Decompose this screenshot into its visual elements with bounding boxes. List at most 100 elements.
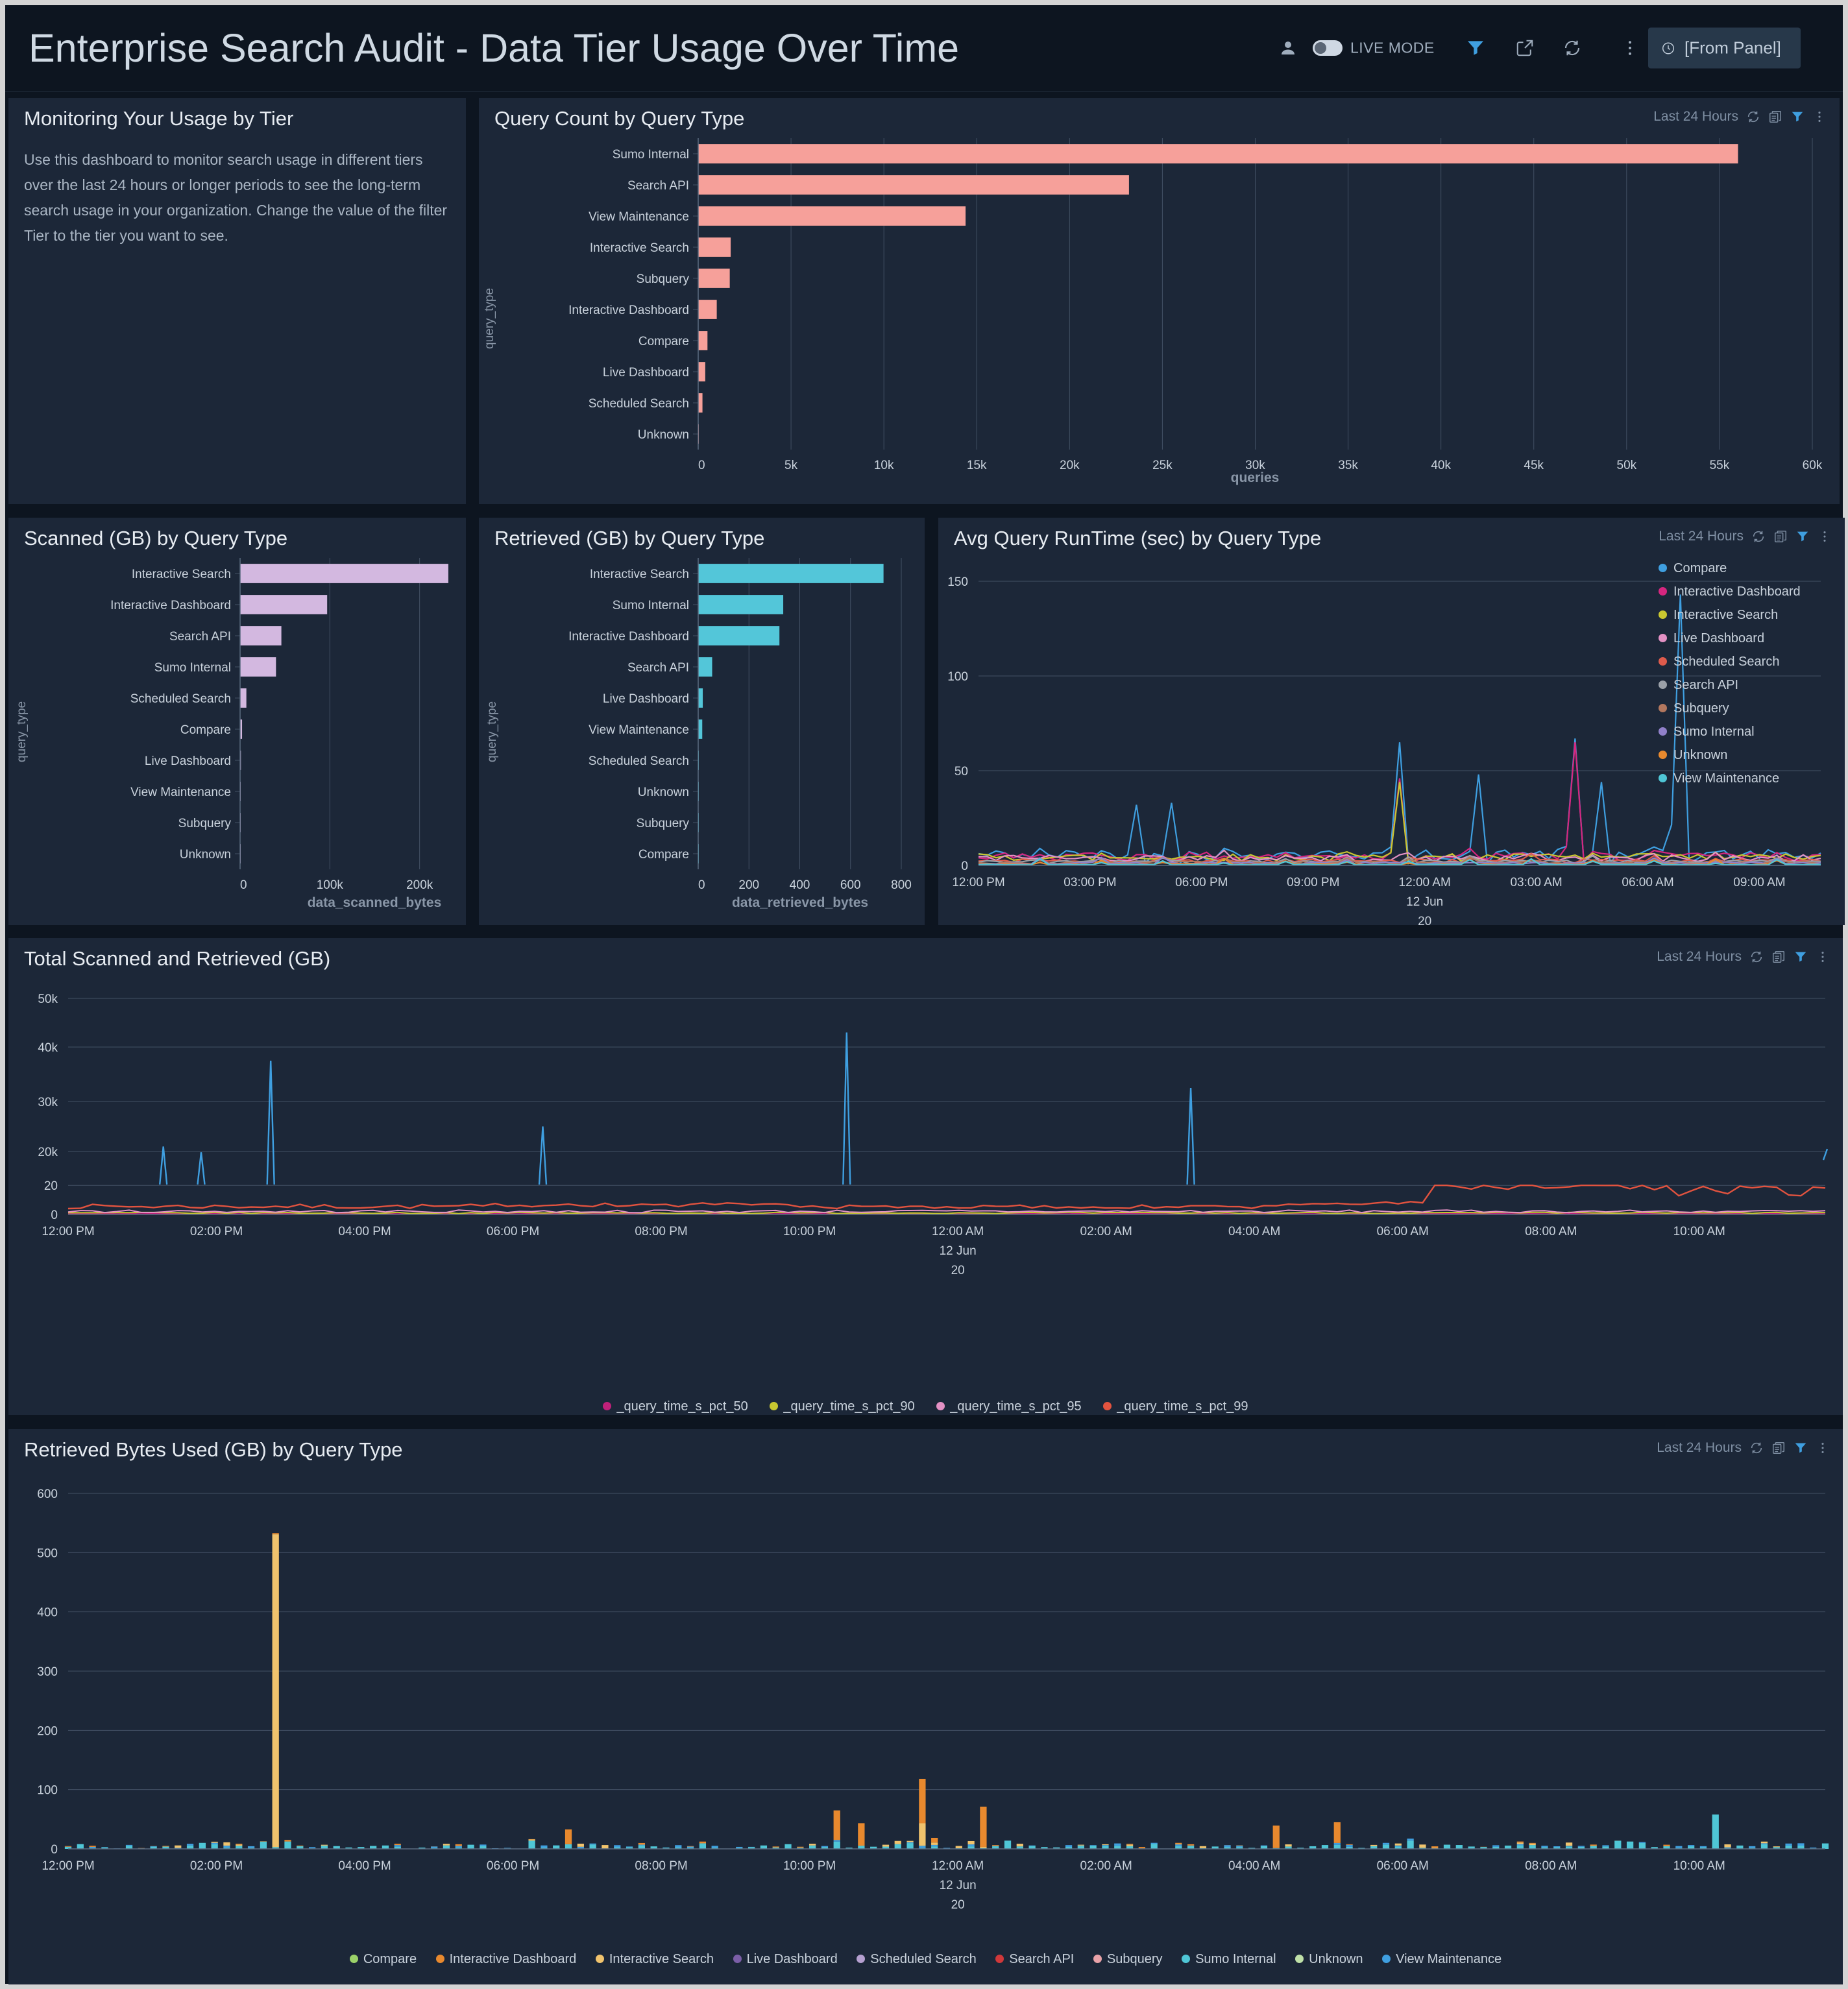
svg-text:View Maintenance: View Maintenance bbox=[130, 786, 231, 799]
svg-text:Scheduled Search: Scheduled Search bbox=[130, 692, 231, 706]
svg-text:Interactive Dashboard: Interactive Dashboard bbox=[110, 599, 231, 612]
svg-text:10k: 10k bbox=[874, 459, 894, 472]
svg-text:View Maintenance: View Maintenance bbox=[589, 723, 689, 737]
svg-text:Interactive Dashboard: Interactive Dashboard bbox=[568, 630, 689, 644]
svg-text:Unknown: Unknown bbox=[180, 848, 231, 862]
svg-text:Compare: Compare bbox=[638, 335, 689, 348]
svg-text:08:00 PM: 08:00 PM bbox=[635, 1225, 687, 1238]
svg-text:12:00 PM: 12:00 PM bbox=[952, 876, 1004, 889]
svg-text:02:00 PM: 02:00 PM bbox=[190, 1859, 243, 1873]
svg-text:Compare: Compare bbox=[180, 723, 231, 737]
svg-text:data_retrieved_bytes: data_retrieved_bytes bbox=[732, 895, 868, 910]
svg-text:06:00 PM: 06:00 PM bbox=[487, 1225, 539, 1238]
svg-text:query_type: query_type bbox=[485, 701, 499, 762]
svg-text:Unknown: Unknown bbox=[638, 786, 689, 799]
svg-text:0: 0 bbox=[240, 878, 247, 892]
svg-text:200k: 200k bbox=[406, 878, 433, 892]
svg-text:08:00 AM: 08:00 AM bbox=[1525, 1859, 1577, 1873]
svg-text:25k: 25k bbox=[1152, 459, 1173, 472]
svg-text:08:00 AM: 08:00 AM bbox=[1525, 1225, 1577, 1238]
svg-text:Interactive Search: Interactive Search bbox=[590, 568, 689, 581]
svg-text:400: 400 bbox=[37, 1606, 58, 1620]
svg-text:30k: 30k bbox=[38, 1096, 58, 1109]
svg-text:0: 0 bbox=[51, 1209, 58, 1222]
svg-text:query_type: query_type bbox=[483, 288, 496, 349]
svg-text:0: 0 bbox=[698, 459, 705, 472]
svg-text:04:00 AM: 04:00 AM bbox=[1228, 1859, 1280, 1873]
svg-text:12 Jun: 12 Jun bbox=[940, 1244, 977, 1258]
svg-text:06:00 AM: 06:00 AM bbox=[1377, 1225, 1429, 1238]
svg-text:Sumo Internal: Sumo Internal bbox=[613, 148, 689, 162]
svg-text:12 Jun: 12 Jun bbox=[1406, 895, 1443, 909]
svg-text:10:00 AM: 10:00 AM bbox=[1673, 1859, 1725, 1873]
svg-text:Search API: Search API bbox=[169, 630, 231, 644]
svg-text:20k: 20k bbox=[1060, 459, 1080, 472]
svg-text:12:00 AM: 12:00 AM bbox=[932, 1225, 984, 1238]
svg-text:Live Dashboard: Live Dashboard bbox=[603, 692, 689, 706]
svg-text:20: 20 bbox=[44, 1179, 58, 1193]
svg-text:50k: 50k bbox=[38, 993, 58, 1006]
svg-text:Scheduled Search: Scheduled Search bbox=[589, 754, 689, 768]
svg-text:queries: queries bbox=[1231, 470, 1280, 485]
svg-text:100k: 100k bbox=[317, 878, 344, 892]
svg-text:09:00 PM: 09:00 PM bbox=[1287, 876, 1339, 889]
svg-text:20: 20 bbox=[951, 1264, 965, 1277]
svg-text:200: 200 bbox=[37, 1724, 58, 1738]
svg-text:data_scanned_bytes: data_scanned_bytes bbox=[308, 895, 442, 910]
svg-text:Live Dashboard: Live Dashboard bbox=[603, 366, 689, 380]
svg-text:Subquery: Subquery bbox=[637, 817, 690, 830]
svg-text:View Maintenance: View Maintenance bbox=[589, 210, 689, 224]
svg-text:06:00 PM: 06:00 PM bbox=[487, 1859, 539, 1873]
svg-text:Interactive Dashboard: Interactive Dashboard bbox=[568, 304, 689, 317]
svg-text:Interactive Search: Interactive Search bbox=[132, 568, 231, 581]
svg-text:02:00 PM: 02:00 PM bbox=[190, 1225, 243, 1238]
svg-text:400: 400 bbox=[790, 878, 810, 892]
svg-text:35k: 35k bbox=[1338, 459, 1358, 472]
svg-text:08:00 PM: 08:00 PM bbox=[635, 1859, 687, 1873]
svg-text:0: 0 bbox=[51, 1843, 58, 1857]
svg-text:02:00 AM: 02:00 AM bbox=[1080, 1859, 1132, 1873]
svg-text:0: 0 bbox=[698, 878, 705, 892]
svg-text:5k: 5k bbox=[784, 459, 798, 472]
svg-text:Interactive Search: Interactive Search bbox=[590, 241, 689, 255]
svg-text:10:00 AM: 10:00 AM bbox=[1673, 1225, 1725, 1238]
svg-text:20: 20 bbox=[951, 1898, 965, 1912]
svg-text:04:00 PM: 04:00 PM bbox=[338, 1225, 391, 1238]
svg-text:100: 100 bbox=[947, 670, 968, 684]
svg-text:Search API: Search API bbox=[627, 179, 689, 193]
svg-text:Live Dashboard: Live Dashboard bbox=[145, 754, 231, 768]
svg-text:06:00 AM: 06:00 AM bbox=[1622, 876, 1673, 889]
svg-text:40k: 40k bbox=[1431, 459, 1451, 472]
svg-text:12:00 AM: 12:00 AM bbox=[932, 1859, 984, 1873]
svg-text:Search API: Search API bbox=[627, 661, 689, 675]
svg-text:Sumo Internal: Sumo Internal bbox=[613, 599, 689, 612]
svg-text:20: 20 bbox=[1418, 915, 1431, 925]
svg-text:200: 200 bbox=[738, 878, 759, 892]
svg-text:600: 600 bbox=[37, 1488, 58, 1501]
svg-text:12:00 PM: 12:00 PM bbox=[42, 1225, 94, 1238]
svg-text:Scheduled Search: Scheduled Search bbox=[589, 397, 689, 411]
svg-text:12:00 AM: 12:00 AM bbox=[1399, 876, 1451, 889]
svg-text:10:00 PM: 10:00 PM bbox=[783, 1225, 836, 1238]
svg-text:300: 300 bbox=[37, 1665, 58, 1679]
svg-text:500: 500 bbox=[37, 1547, 58, 1560]
svg-text:100: 100 bbox=[37, 1784, 58, 1798]
svg-text:06:00 AM: 06:00 AM bbox=[1377, 1859, 1429, 1873]
svg-text:60k: 60k bbox=[1803, 459, 1823, 472]
svg-text:Subquery: Subquery bbox=[637, 272, 690, 286]
svg-text:40k: 40k bbox=[38, 1041, 58, 1055]
svg-text:06:00 PM: 06:00 PM bbox=[1175, 876, 1228, 889]
svg-text:55k: 55k bbox=[1710, 459, 1730, 472]
svg-text:150: 150 bbox=[947, 575, 968, 589]
svg-text:Compare: Compare bbox=[638, 848, 689, 862]
svg-text:09:00 AM: 09:00 AM bbox=[1733, 876, 1785, 889]
svg-text:03:00 AM: 03:00 AM bbox=[1510, 876, 1562, 889]
svg-text:Subquery: Subquery bbox=[178, 817, 232, 830]
svg-text:12:00 PM: 12:00 PM bbox=[42, 1859, 94, 1873]
svg-text:03:00 PM: 03:00 PM bbox=[1064, 876, 1116, 889]
svg-text:800: 800 bbox=[891, 878, 912, 892]
svg-text:20k: 20k bbox=[38, 1146, 58, 1159]
svg-text:12 Jun: 12 Jun bbox=[940, 1879, 977, 1892]
svg-text:query_type: query_type bbox=[15, 701, 29, 762]
svg-text:04:00 AM: 04:00 AM bbox=[1228, 1225, 1280, 1238]
